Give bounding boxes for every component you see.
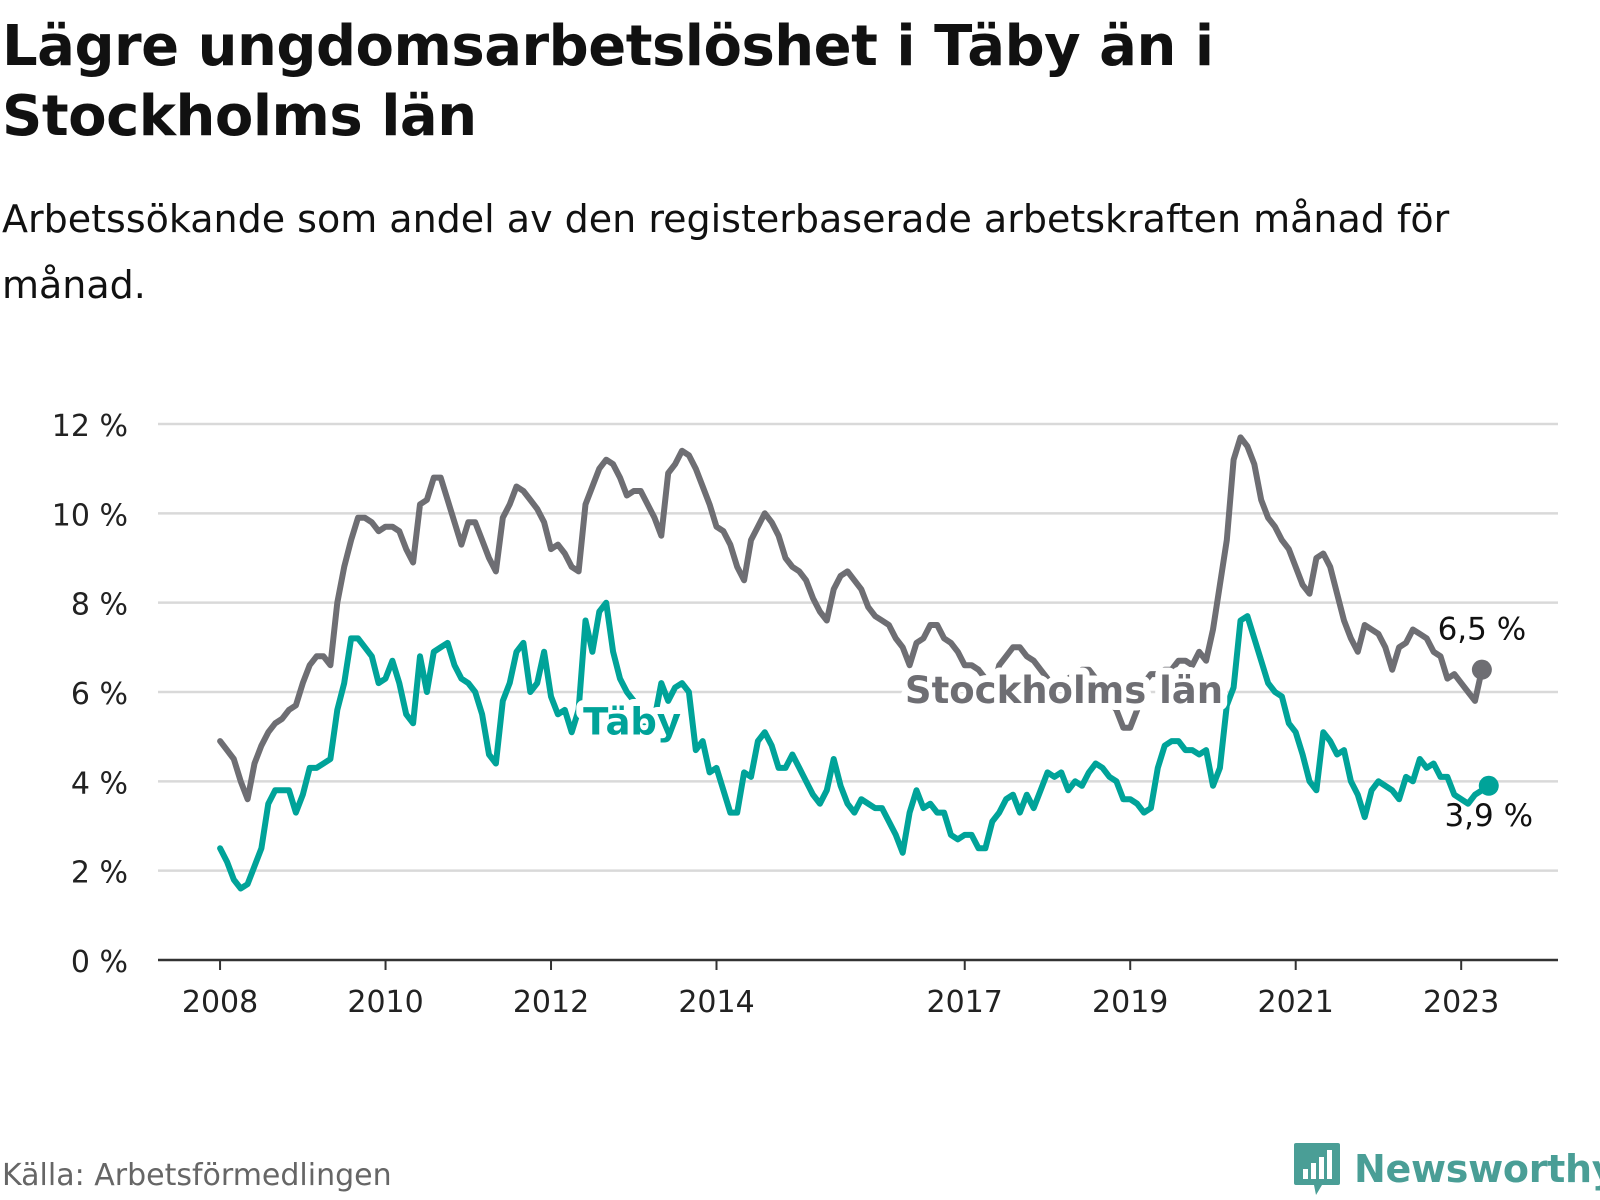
stockholm-series-label: Stockholms län — [905, 669, 1223, 712]
grid-lines — [158, 422, 1558, 872]
y-axis-ticks: 0 % 2 % 4 % 6 % 8 % 10 % 12 % — [52, 409, 128, 980]
taby-series-label: Täby — [583, 700, 681, 743]
x-axis: 2008 2010 2012 2014 2017 2019 2021 2023 — [158, 958, 1558, 1020]
stockholm-end-label: 6,5 % — [1438, 612, 1527, 648]
taby-end-label: 3,9 % — [1444, 798, 1533, 834]
stockholm-series-label-halo: Stockholms län — [905, 669, 1223, 712]
line-chart: 0 % 2 % 4 % 6 % 8 % 10 % 12 % 2008 2010 2012 2014… — [52, 409, 1558, 1020]
x-tick-label: 2019 — [1092, 985, 1168, 1020]
x-tick-label: 2008 — [182, 985, 258, 1020]
x-tick-label: 2010 — [347, 985, 423, 1020]
taby-series-label-halo: Täby — [583, 700, 681, 743]
brand-name: Newsworthy — [1354, 1147, 1600, 1191]
x-tick-label: 2017 — [927, 985, 1003, 1020]
series-lines — [217, 434, 1492, 892]
y-tick-label: 4 % — [71, 766, 128, 801]
source-note: Källa: Arbetsförmedlingen — [2, 1158, 392, 1193]
y-tick-label: 12 % — [52, 409, 128, 444]
x-tick-label: 2012 — [513, 985, 589, 1020]
taby-line — [217, 599, 1492, 892]
stockholm-line — [217, 434, 1485, 803]
y-tick-label: 2 % — [71, 856, 128, 891]
y-tick-label: 0 % — [71, 945, 128, 980]
chart-title: Lägre ungdomsarbetslöshet i Täby än i St… — [2, 14, 1214, 149]
bar-chart-bubble-icon — [1294, 1143, 1340, 1195]
x-tick-label: 2023 — [1423, 985, 1499, 1020]
taby-end-marker — [1478, 775, 1499, 796]
newsworthy-logo: Newsworthy — [1292, 1141, 1600, 1197]
chart-subtitle: Arbetssökande som andel av den registerb… — [2, 197, 1450, 307]
x-tick-label: 2014 — [678, 985, 754, 1020]
stockholm-end-marker — [1471, 659, 1492, 680]
y-tick-label: 10 % — [52, 498, 128, 533]
y-tick-label: 6 % — [71, 677, 128, 712]
x-tick-label: 2021 — [1258, 985, 1334, 1020]
y-tick-label: 8 % — [71, 588, 128, 623]
